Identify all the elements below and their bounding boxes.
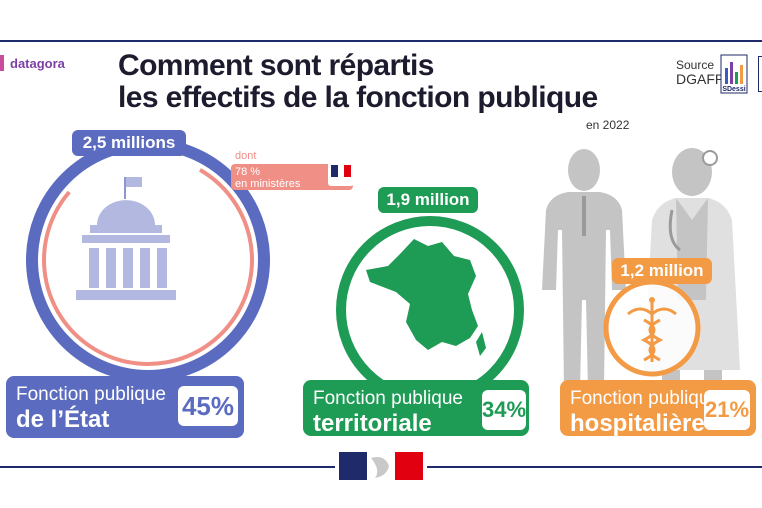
chart-title: Comment sont répartis les effectifs de l… (118, 50, 638, 114)
etat-count-badge: 2,5 millions (72, 130, 186, 156)
hospitaliere-percent: 21% (704, 390, 750, 430)
datagora-logo-icon (0, 55, 4, 71)
marianne-logo-icon (335, 448, 427, 484)
note-dont: dont (235, 150, 257, 162)
hospitaliere-line-2: hospitalière (570, 410, 705, 437)
france-map-icon (366, 239, 486, 356)
hospitaliere-graphic (542, 148, 740, 400)
territoriale-count-badge: 1,9 million (378, 187, 478, 213)
etat-line-1: Fonction publique (16, 384, 166, 405)
source-name: DGAFP (676, 71, 725, 87)
note-text: en ministères (235, 178, 301, 190)
brand-logo: datagora (10, 56, 65, 71)
ministeres-arc (42, 168, 255, 366)
caduceus-icon (627, 302, 677, 362)
note-percent: 78 % (235, 166, 261, 178)
hospitaliere-line-1: Fonction publique (570, 388, 720, 409)
top-rule (0, 40, 762, 42)
territoriale-line-1: Fonction publique (313, 388, 463, 409)
source-logo-text: SDessi (722, 86, 745, 93)
etat-percent: 45% (178, 386, 238, 426)
territoriale-line-2: territoriale (313, 410, 432, 437)
title-line-1: Comment sont répartis (118, 49, 434, 82)
building-icon (76, 177, 176, 300)
title-line-2: les effectifs de la fonction publique (118, 81, 598, 114)
territoriale-percent: 34% (482, 390, 526, 430)
sdessi-logo-icon: SDessi (720, 54, 748, 94)
source-label: Source (676, 58, 715, 72)
edge-mark (758, 56, 762, 92)
chart-subtitle: en 2022 (586, 118, 630, 132)
etat-line-2: de l’État (16, 406, 110, 433)
source-block: Source DGAFP (676, 58, 724, 86)
hospitaliere-count-badge: 1,2 million (612, 258, 712, 284)
marianne-mini-icon (328, 160, 354, 186)
man-figure-icon (542, 149, 626, 390)
